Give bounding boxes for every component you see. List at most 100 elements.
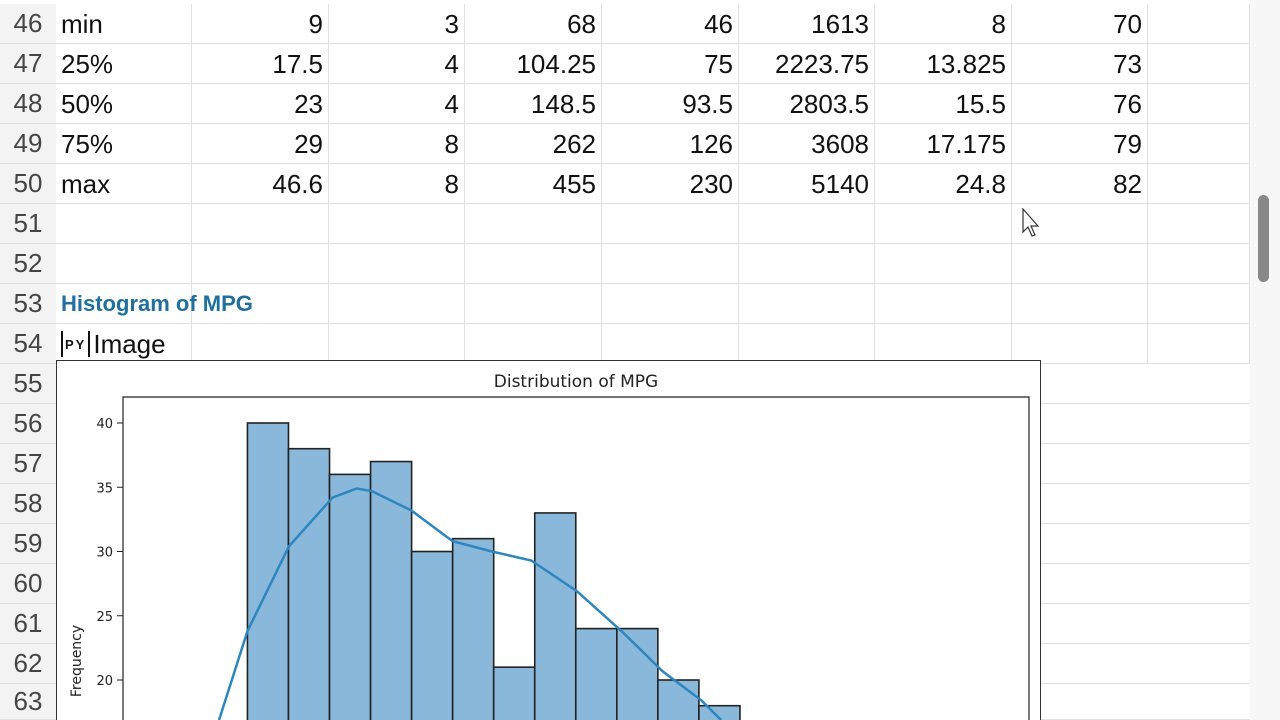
cell[interactable] xyxy=(739,284,875,324)
cell[interactable] xyxy=(875,204,1012,244)
cell[interactable] xyxy=(56,244,192,284)
cell[interactable]: 29 xyxy=(192,124,329,164)
row-header[interactable]: 57 xyxy=(0,444,56,484)
cell[interactable]: 76 xyxy=(1012,84,1148,124)
cell[interactable] xyxy=(1148,84,1250,124)
cell[interactable] xyxy=(739,324,875,364)
cell[interactable]: 82 xyxy=(1012,164,1148,204)
cell[interactable] xyxy=(1148,124,1250,164)
cell[interactable] xyxy=(602,244,739,284)
cell[interactable]: 5140 xyxy=(739,164,875,204)
cell[interactable]: 148.5 xyxy=(465,84,602,124)
row-header[interactable]: 46 xyxy=(0,4,56,44)
cell[interactable]: 9 xyxy=(192,4,329,44)
cell[interactable] xyxy=(1148,324,1250,364)
cell[interactable] xyxy=(1148,244,1250,284)
cell[interactable]: 8 xyxy=(329,124,465,164)
cell[interactable]: 230 xyxy=(602,164,739,204)
cell[interactable] xyxy=(192,244,329,284)
cell[interactable] xyxy=(465,324,602,364)
section-title[interactable]: Histogram of MPG xyxy=(61,291,253,316)
row-header[interactable]: 58 xyxy=(0,484,56,524)
cell[interactable] xyxy=(329,204,465,244)
row-header[interactable]: 60 xyxy=(0,564,56,604)
cell[interactable] xyxy=(192,284,329,324)
cell[interactable]: 15.5 xyxy=(875,84,1012,124)
row-header[interactable]: 63 xyxy=(0,684,56,720)
cell[interactable]: 70 xyxy=(1012,4,1148,44)
cell[interactable] xyxy=(875,284,1012,324)
cell[interactable]: 24.8 xyxy=(875,164,1012,204)
cell[interactable] xyxy=(465,284,602,324)
cell[interactable] xyxy=(192,324,329,364)
cell[interactable] xyxy=(739,204,875,244)
cell[interactable]: 8 xyxy=(329,164,465,204)
cell[interactable] xyxy=(465,244,602,284)
cell[interactable] xyxy=(1012,244,1148,284)
cell[interactable]: 17.175 xyxy=(875,124,1012,164)
cell[interactable] xyxy=(1012,324,1148,364)
row-header[interactable]: 53 xyxy=(0,284,56,324)
cell[interactable]: 75% xyxy=(56,124,192,164)
vertical-scrollbar[interactable] xyxy=(1250,0,1280,720)
cell[interactable]: 455 xyxy=(465,164,602,204)
cell[interactable] xyxy=(875,324,1012,364)
cell[interactable] xyxy=(875,244,1012,284)
cell[interactable]: max xyxy=(56,164,192,204)
row-header[interactable]: 52 xyxy=(0,244,56,284)
cell[interactable]: 1613 xyxy=(739,4,875,44)
row-header[interactable]: 49 xyxy=(0,124,56,164)
cell[interactable]: 126 xyxy=(602,124,739,164)
cell[interactable] xyxy=(1148,204,1250,244)
cell[interactable]: 46 xyxy=(602,4,739,44)
cell[interactable] xyxy=(1148,44,1250,84)
cell[interactable] xyxy=(739,244,875,284)
cell[interactable] xyxy=(329,324,465,364)
cell[interactable]: 17.5 xyxy=(192,44,329,84)
row-header[interactable]: 62 xyxy=(0,644,56,684)
cell[interactable]: min xyxy=(56,4,192,44)
cell[interactable] xyxy=(1148,4,1250,44)
row-header[interactable]: 61 xyxy=(0,604,56,644)
row-header[interactable]: 51 xyxy=(0,204,56,244)
cell[interactable]: 2803.5 xyxy=(739,84,875,124)
cell[interactable] xyxy=(1012,204,1148,244)
cell[interactable]: 25% xyxy=(56,44,192,84)
cell[interactable]: 50% xyxy=(56,84,192,124)
cell[interactable] xyxy=(56,324,192,364)
cell[interactable] xyxy=(192,204,329,244)
cell[interactable] xyxy=(602,324,739,364)
cell[interactable]: 3608 xyxy=(739,124,875,164)
cell[interactable] xyxy=(465,204,602,244)
cell[interactable] xyxy=(329,244,465,284)
cell[interactable]: 2223.75 xyxy=(739,44,875,84)
cell[interactable]: 262 xyxy=(465,124,602,164)
cell[interactable]: 93.5 xyxy=(602,84,739,124)
cell[interactable]: 75 xyxy=(602,44,739,84)
cell[interactable]: 73 xyxy=(1012,44,1148,84)
python-image-cell[interactable]: PY Image xyxy=(56,324,329,364)
cell[interactable]: 4 xyxy=(329,44,465,84)
row-header[interactable]: 55 xyxy=(0,364,56,404)
row-header[interactable]: 59 xyxy=(0,524,56,564)
cell[interactable]: 3 xyxy=(329,4,465,44)
cell[interactable] xyxy=(602,204,739,244)
cell[interactable]: 46.6 xyxy=(192,164,329,204)
cell[interactable] xyxy=(1148,164,1250,204)
cell[interactable]: 4 xyxy=(329,84,465,124)
cell[interactable] xyxy=(56,284,192,324)
cell[interactable] xyxy=(329,284,465,324)
cell[interactable]: 79 xyxy=(1012,124,1148,164)
row-header[interactable]: 48 xyxy=(0,84,56,124)
cell[interactable] xyxy=(1148,284,1250,324)
row-header[interactable]: 56 xyxy=(0,404,56,444)
row-header[interactable]: 54 xyxy=(0,324,56,364)
cell[interactable]: 68 xyxy=(465,4,602,44)
cell[interactable]: 8 xyxy=(875,4,1012,44)
row-header[interactable]: 47 xyxy=(0,44,56,84)
cell[interactable] xyxy=(602,284,739,324)
row-header[interactable]: 50 xyxy=(0,164,56,204)
histogram-chart[interactable]: Distribution of MPG 20 25 30 35 40 Frequency xyxy=(56,360,1041,720)
cell[interactable] xyxy=(56,204,192,244)
cell[interactable]: 13.825 xyxy=(875,44,1012,84)
